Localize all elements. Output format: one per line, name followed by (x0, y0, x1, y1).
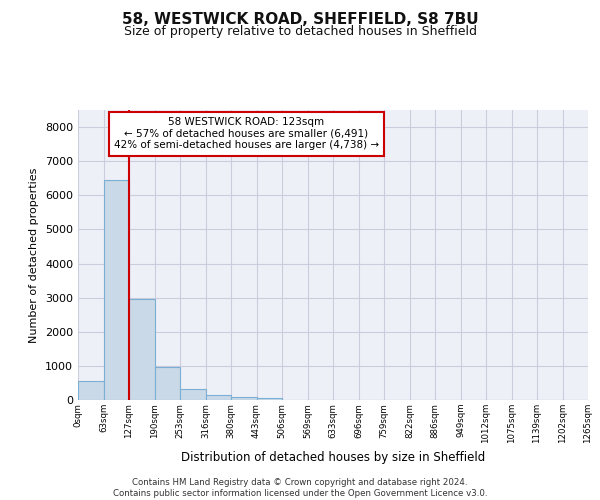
Bar (180, 389, 205, 400)
Bar (257, 398, 282, 400)
Text: 58, WESTWICK ROAD, SHEFFIELD, S8 7BU: 58, WESTWICK ROAD, SHEFFIELD, S8 7BU (122, 12, 478, 28)
Bar (231, 396, 257, 400)
Bar (205, 395, 231, 400)
Bar (78, 381, 104, 400)
Bar (155, 366, 180, 400)
Bar (129, 300, 155, 400)
Text: Contains HM Land Registry data © Crown copyright and database right 2024.
Contai: Contains HM Land Registry data © Crown c… (113, 478, 487, 498)
Text: 58 WESTWICK ROAD: 123sqm
← 57% of detached houses are smaller (6,491)
42% of sem: 58 WESTWICK ROAD: 123sqm ← 57% of detach… (114, 117, 379, 150)
Bar (104, 180, 129, 400)
Text: Size of property relative to detached houses in Sheffield: Size of property relative to detached ho… (124, 25, 476, 38)
Y-axis label: Number of detached properties: Number of detached properties (29, 168, 40, 342)
X-axis label: Distribution of detached houses by size in Sheffield: Distribution of detached houses by size … (181, 452, 485, 464)
